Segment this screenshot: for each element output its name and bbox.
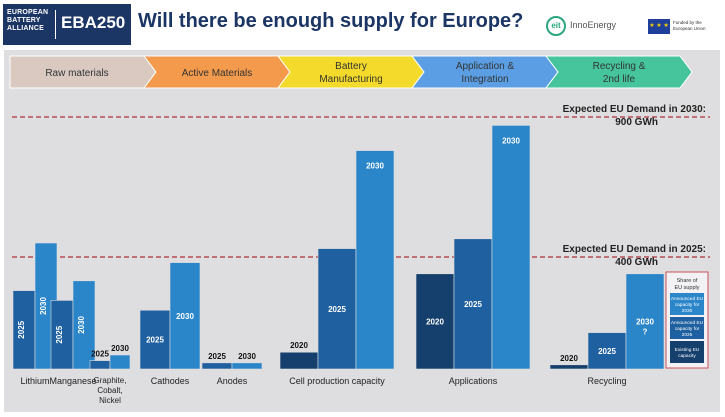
bar-label: 2025 xyxy=(55,325,64,343)
bar-label: 2025 xyxy=(17,320,26,338)
chart-panel: Raw materials Active Materials Battery Manu… xyxy=(4,50,720,412)
legend-label: 2025 xyxy=(682,332,693,338)
value-chain-label: Active Materials xyxy=(182,68,253,79)
value-chain-label: Application & xyxy=(456,61,515,72)
legend-label: Announced EU xyxy=(671,320,704,326)
bar-label: 2025 xyxy=(146,336,164,345)
bar-label: 2030 xyxy=(111,344,129,353)
value-chain-label: Manufacturing xyxy=(319,74,382,85)
alliance-label: EUROPEAN BATTERY ALLIANCE xyxy=(7,9,49,32)
bar-2030 xyxy=(169,262,201,370)
demand-line-label: Expected EU Demand in 2025: xyxy=(563,244,706,255)
bar-2025 xyxy=(89,360,111,370)
logo-divider xyxy=(55,10,56,39)
legend-label: capacity for xyxy=(675,326,700,332)
bar-note: ? xyxy=(643,327,648,336)
bar-label: 2025 xyxy=(91,350,109,359)
value-chain-label: Recycling & xyxy=(593,61,646,72)
bar-label: 2025 xyxy=(464,300,482,309)
bar-label: 2030 xyxy=(366,162,384,171)
bar-2030 xyxy=(109,354,131,370)
category-label: Lithium xyxy=(20,376,49,386)
category-label: Anodes xyxy=(217,376,248,386)
legend-swatch xyxy=(670,317,704,339)
bar-2025 xyxy=(587,332,627,370)
demand-line-value: 400 GWh xyxy=(615,257,658,268)
innoenergy-label: InnoEnergy xyxy=(570,20,617,30)
bar-2025 xyxy=(453,238,493,370)
bar-label: 2025 xyxy=(328,305,346,314)
innoenergy-icon: eit xyxy=(546,16,566,36)
bar-label: 2025 xyxy=(598,347,616,356)
category-label: Graphite, xyxy=(94,376,127,385)
legend-label: 2030 xyxy=(682,308,693,314)
legend-swatch xyxy=(670,341,704,363)
legend-label: Existing EU xyxy=(675,347,700,353)
bar-2030 xyxy=(355,150,395,370)
bar-label: 2030 xyxy=(238,352,256,361)
bar-2030 xyxy=(72,280,96,370)
category-label: Manganese xyxy=(49,376,96,386)
eu-funded-label: Funded by the European Union xyxy=(673,20,706,31)
category-label: Cell production capacity xyxy=(289,376,385,386)
bar-label: 2030 xyxy=(39,297,48,315)
legend-label: Announced EU xyxy=(671,296,704,302)
bar-label: 2025 xyxy=(208,352,226,361)
value-chain-label: Integration xyxy=(461,74,508,85)
bar-2020 xyxy=(279,351,319,370)
supply-chart: Raw materials Active Materials Battery Manu… xyxy=(9,55,710,405)
page-title: Will there be enough supply for Europe? xyxy=(138,10,524,32)
legend-swatch xyxy=(670,293,704,315)
category-label: Cobalt, xyxy=(97,386,122,395)
category-label: Applications xyxy=(449,376,498,386)
bar-2020 xyxy=(415,273,455,370)
bar-label: 2030 xyxy=(77,315,86,333)
innoenergy-logo: eit InnoEnergy xyxy=(546,16,632,38)
value-chain-step-5 xyxy=(545,55,693,89)
category-label: Nickel xyxy=(99,396,121,405)
value-chain-label: Battery xyxy=(335,61,367,72)
bar-label: 2030 xyxy=(636,317,654,326)
bar-label: 2030 xyxy=(502,136,520,145)
demand-line-value: 900 GWh xyxy=(615,117,658,128)
category-label: Cathodes xyxy=(151,376,190,386)
category-label: Recycling xyxy=(587,376,626,386)
bar-2030 xyxy=(491,125,531,370)
bar-2025 xyxy=(201,362,233,370)
value-chain-label: Raw materials xyxy=(45,68,108,79)
value-chain-label: 2nd life xyxy=(603,74,636,85)
bar-label: 2020 xyxy=(290,341,308,350)
eu-flag-icon: ★ ★ ★ xyxy=(648,19,670,34)
bar-2030 xyxy=(625,273,665,370)
legend-label: capacity xyxy=(678,353,696,359)
eba-label: EBA250 xyxy=(61,13,126,32)
bar-label: 2030 xyxy=(176,312,194,321)
legend-title: EU supply xyxy=(674,285,699,291)
legend-label: capacity for xyxy=(675,302,700,308)
eu-funding-logo: ★ ★ ★ Funded by the European Union xyxy=(648,17,718,37)
bar-label: 2020 xyxy=(560,354,578,363)
demand-line-label: Expected EU Demand in 2030: xyxy=(563,104,706,115)
legend-title: Share of xyxy=(677,278,698,284)
eba-logo: EUROPEAN BATTERY ALLIANCE EBA250 xyxy=(3,4,131,45)
bar-2020 xyxy=(549,364,589,370)
bar-label: 2020 xyxy=(426,317,444,326)
bar-2030 xyxy=(231,362,263,370)
header-bar: EUROPEAN BATTERY ALLIANCE EBA250 Will th… xyxy=(0,0,725,50)
bar-2025 xyxy=(139,309,171,370)
